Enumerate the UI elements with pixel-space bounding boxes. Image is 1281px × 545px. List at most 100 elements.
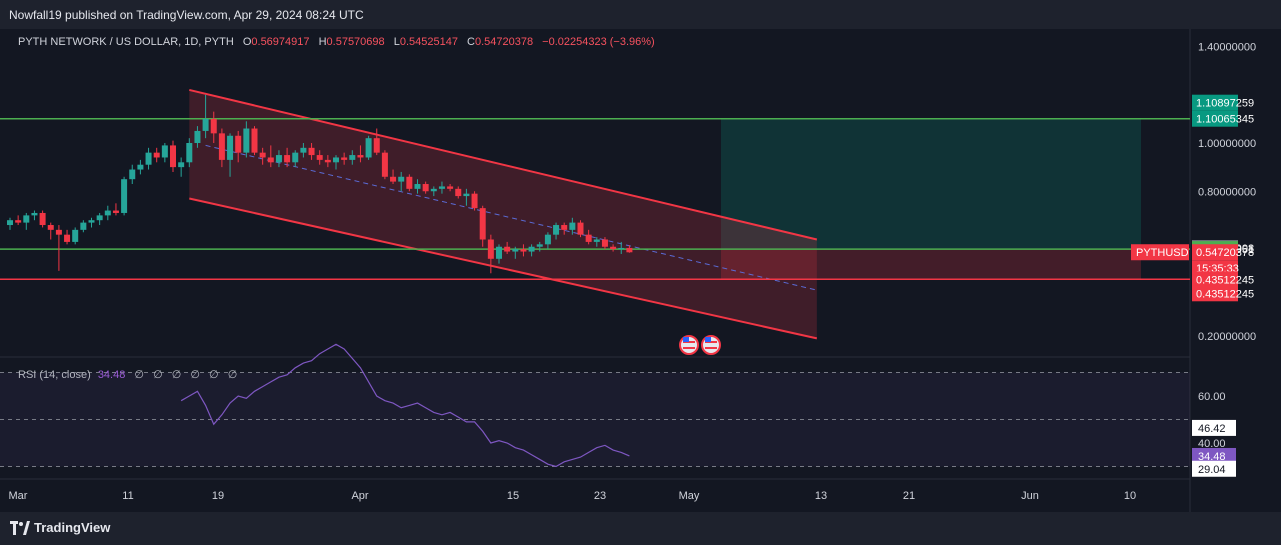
candle-body [536,244,543,247]
rsi-placeholder: ∅ [190,369,200,381]
candle-body [471,193,478,209]
price-label-text: 0.43512245 [1196,274,1254,286]
candle-body [31,212,38,216]
candle-body [373,138,380,153]
change-value: −0.02254323 (−3.96%) [542,36,655,48]
chart-canvas[interactable]: 1.40000000 1.00000000 0.80000000 0.20000000… [0,29,1281,512]
candle-body [267,157,274,163]
candle-body [365,138,372,158]
rsi-label: RSI (14, close) [18,369,91,381]
rsi-value: 34.48 [97,369,126,381]
time-axis-tick: 11 [122,490,133,502]
footer-bar: TradingView [0,512,1281,545]
candle-body [544,234,551,245]
candle-body [406,176,413,189]
candle-body [422,184,429,192]
candle-body [284,155,291,163]
rsi-placeholder: ∅ [153,369,163,381]
price-label-text: 0.43512245 [1196,288,1254,300]
time-axis-tick: May [679,490,700,502]
candle-body [398,176,405,182]
candle-body [390,176,397,182]
rsi-label-text: 46.42 [1198,423,1226,435]
price-label-text: 0.54720378 [1196,247,1254,259]
price-label-box [1192,110,1238,127]
candle-body [137,164,144,170]
time-axis-tick: 23 [594,490,606,502]
candle-body [618,247,625,250]
candle-body [292,152,299,163]
candle-body [455,188,462,197]
low-value: 0.54525147 [399,36,458,48]
price-axis-tick: 0.80000000 [1198,186,1256,198]
candle-body [341,157,348,160]
channel-upper-line [189,88,818,241]
channel-fill [189,89,817,339]
price-label-box [1192,285,1238,302]
candle-body [553,225,560,235]
channel-midline [205,144,817,291]
candle-body [243,128,250,153]
price-label-box [1192,244,1238,261]
candle-body [569,222,576,230]
time-axis-tick: 15 [507,490,519,502]
price-label-box [1192,271,1238,288]
symbol-tag-text: PYTHUSD [1136,247,1189,259]
candle-body [438,186,445,189]
candle-body [626,247,633,253]
candle-body [170,145,176,168]
candle-body [447,186,454,189]
candle-body [520,249,527,252]
time-axis-tick: 21 [903,490,915,502]
candle-body [186,143,193,163]
stop-zone [721,249,1141,280]
candle-body [88,220,95,223]
high-value: 0.57570698 [326,36,385,48]
candle-body [430,188,437,192]
price-axis-tick: 0.20000000 [1198,331,1256,343]
candle-body [528,246,535,252]
candle-body [324,159,331,163]
tradingview-logo[interactable]: TradingView [10,520,110,535]
candle-body [414,184,421,189]
candle-body [15,220,22,223]
rsi-placeholder: ∅ [134,369,144,381]
close-value: 0.54720378 [474,36,534,48]
candle-body [121,179,128,213]
brand-name: TradingView [34,520,111,535]
rsi-axis-tick: 40.00 [1198,438,1226,450]
candle-body [145,152,152,165]
candle-body [487,239,494,259]
candle-body [504,246,511,252]
candle-body [218,133,225,160]
publish-info: Nowfall19 published on TradingView.com, … [9,8,364,22]
header-bar: Nowfall19 published on TradingView.com, … [0,0,1281,29]
time-axis-tick: Mar [9,490,28,502]
rsi-label-box [1192,419,1236,436]
price-axis-tick: 1.40000000 [1198,42,1256,54]
candle-body [153,152,160,158]
candle-body [308,147,315,156]
chart-area[interactable]: 1.40000000 1.00000000 0.80000000 0.20000000… [0,29,1281,512]
candle-body [593,239,600,242]
rsi-placeholder: ∅ [209,369,219,381]
chart-background [0,29,1281,512]
candle-body [561,225,568,230]
candle-body [275,155,282,163]
candle-body [202,118,209,131]
time-axis-tick: Apr [351,490,368,502]
high-label: H [318,36,327,48]
candle-body [577,222,584,235]
candle-body [112,210,119,213]
rsi-label-text: 29.04 [1198,464,1226,476]
candle-body [496,246,502,259]
us-flag-stripe [683,347,695,349]
candle-body [23,215,30,223]
rsi-placeholder: ∅ [227,369,238,381]
candle-body [104,210,111,216]
tradingview-logo-icon [10,520,30,535]
candle-body [39,212,46,226]
candle-body [610,246,617,250]
candle-body [55,229,62,235]
rsi-label-box [1192,447,1236,464]
